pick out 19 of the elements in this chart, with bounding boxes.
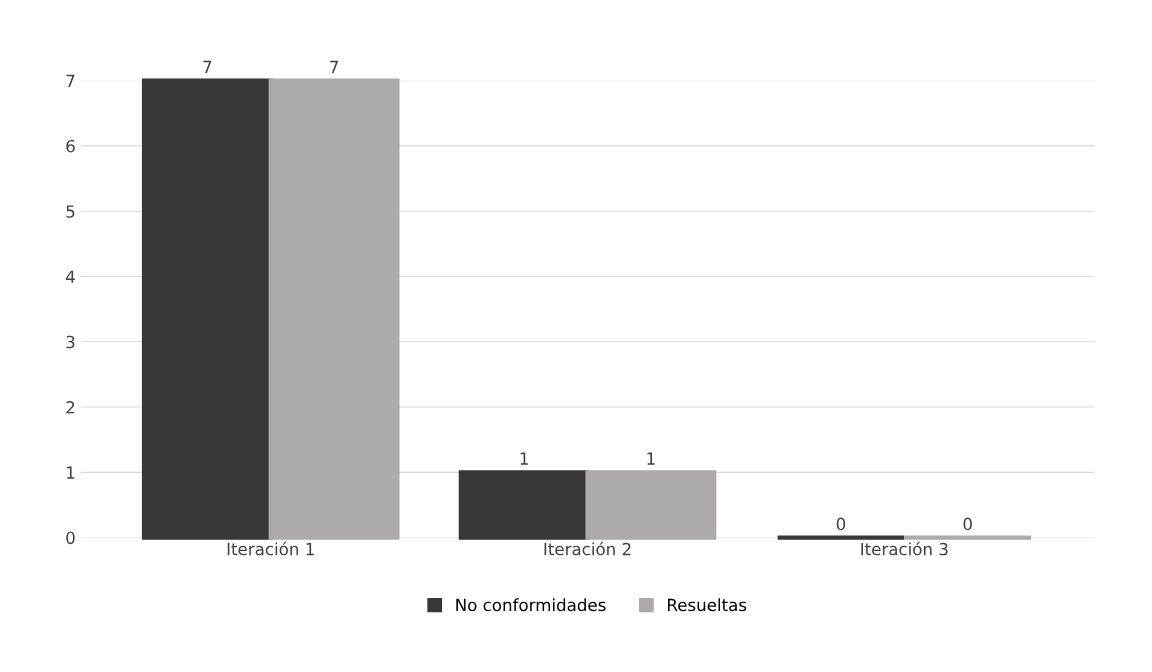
y-tick-label: 1 bbox=[67, 466, 75, 479]
y-tick-label: 4 bbox=[65, 270, 75, 283]
data-label: 0 bbox=[963, 517, 972, 531]
y-tick-label: 2 bbox=[66, 401, 75, 414]
legend-label: No conformidades bbox=[456, 598, 606, 612]
legend-label: Resueltas bbox=[668, 598, 747, 612]
data-label: 0 bbox=[836, 517, 846, 531]
y-tick-label: 3 bbox=[66, 335, 75, 349]
data-label: 7 bbox=[330, 60, 338, 74]
x-tick-label: Iteración 3 bbox=[861, 541, 948, 556]
data-label: 7 bbox=[203, 60, 212, 74]
x-tick-label: Iteración 1 bbox=[227, 541, 314, 556]
y-tick-label: 5 bbox=[66, 205, 75, 218]
data-label: 1 bbox=[647, 452, 655, 465]
y-tick-label: 6 bbox=[66, 139, 75, 153]
x-tick-label: Iteración 2 bbox=[544, 541, 631, 556]
y-tick-label: 0 bbox=[66, 531, 75, 545]
y-tick-label: 7 bbox=[66, 74, 75, 87]
data-label: 1 bbox=[520, 452, 528, 465]
